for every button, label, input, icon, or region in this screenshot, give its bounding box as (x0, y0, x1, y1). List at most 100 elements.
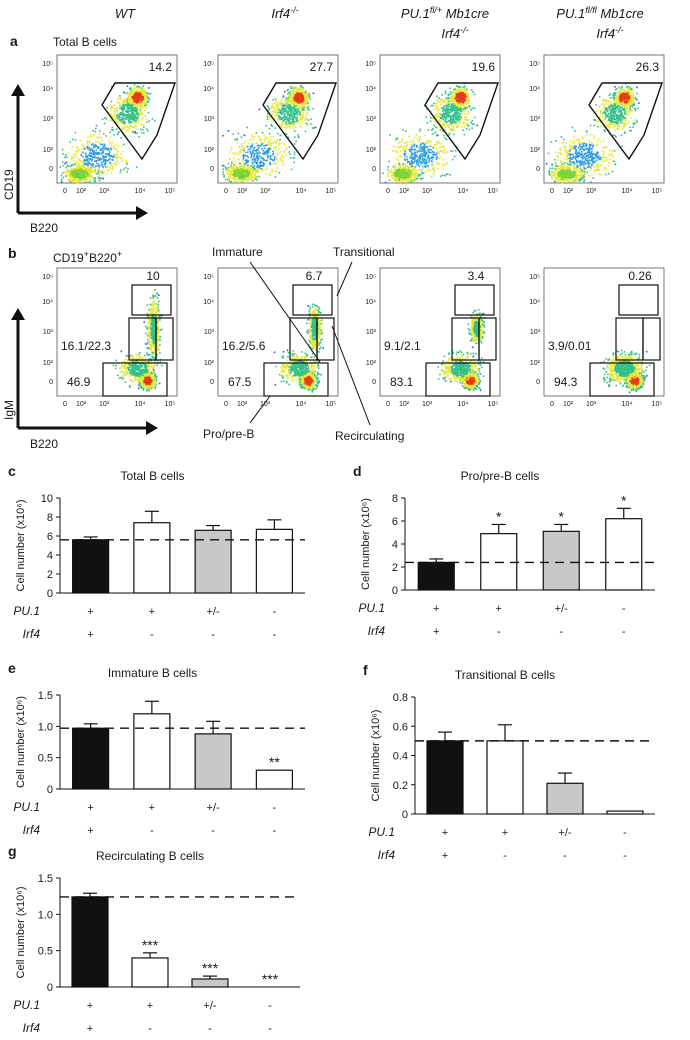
event-dot (232, 133, 234, 135)
event-dot (290, 122, 293, 124)
event-dot (65, 168, 67, 171)
event-dot (126, 103, 129, 105)
event-dot (449, 93, 452, 96)
event-dot (73, 175, 75, 178)
event-dot (88, 176, 90, 178)
event-dot (242, 155, 244, 157)
event-dot (459, 108, 462, 111)
event-dot (93, 177, 95, 180)
event-dot (133, 114, 136, 116)
event-dot (399, 150, 402, 152)
event-dot (136, 119, 139, 122)
event-dot (249, 175, 252, 177)
event-dot (84, 158, 86, 161)
event-dot (111, 126, 114, 129)
event-dot (412, 139, 414, 142)
event-dot (283, 126, 285, 129)
event-dot (457, 100, 460, 103)
event-dot (456, 124, 459, 127)
event-dot (304, 102, 307, 105)
event-dot (289, 122, 292, 125)
event-dot (285, 123, 287, 126)
event-dot (85, 169, 88, 171)
event-dot (424, 144, 426, 147)
event-dot (261, 168, 264, 170)
event-dot (275, 148, 278, 151)
event-dot (398, 179, 400, 182)
event-dot (449, 111, 452, 114)
event-dot (139, 93, 142, 95)
event-dot (109, 131, 111, 134)
event-dot (407, 161, 409, 164)
event-dot (74, 139, 77, 141)
event-dot (424, 165, 426, 168)
event-dot (239, 165, 242, 168)
event-dot (253, 165, 256, 167)
event-dot (151, 118, 154, 120)
event-dot (65, 175, 67, 177)
event-dot (464, 91, 466, 94)
event-dot (223, 175, 225, 178)
event-dot (443, 109, 446, 112)
event-dot (432, 127, 434, 130)
event-dot (398, 147, 400, 149)
event-dot (448, 97, 450, 100)
event-dot (110, 108, 112, 111)
event-dot (413, 168, 415, 170)
event-dot (259, 145, 262, 147)
event-dot (449, 99, 452, 102)
event-dot (402, 165, 405, 167)
event-dot (116, 155, 119, 157)
event-dot (429, 141, 432, 144)
event-dot (425, 160, 428, 162)
event-dot (289, 106, 292, 108)
event-dot (307, 99, 309, 102)
event-dot (236, 171, 238, 174)
genotype-superscript: -/- (290, 5, 299, 15)
event-dot (416, 155, 419, 157)
event-dot (140, 99, 142, 102)
event-dot (75, 175, 77, 177)
event-dot (438, 97, 440, 99)
event-dot (280, 150, 282, 153)
event-dot (431, 164, 434, 167)
event-dot (449, 96, 451, 99)
event-dot (294, 113, 296, 116)
event-dot (70, 181, 72, 183)
event-dot (251, 170, 254, 173)
event-dot (396, 171, 398, 174)
event-dot (149, 92, 152, 95)
event-dot (112, 104, 115, 107)
event-dot (416, 151, 419, 154)
event-dot (119, 116, 121, 118)
event-dot (296, 103, 299, 106)
event-dot (222, 173, 224, 175)
event-dot (287, 117, 289, 119)
event-dot (114, 163, 117, 166)
event-dot (123, 105, 125, 108)
event-dot (284, 149, 286, 152)
event-dot (142, 85, 145, 87)
event-dot (239, 177, 242, 180)
gate-percentage: 27.7 (310, 60, 334, 74)
event-dot (122, 105, 124, 107)
event-dot (452, 125, 455, 128)
event-dot (403, 146, 405, 149)
event-dot (86, 144, 89, 147)
event-dot (281, 102, 284, 105)
event-dot (602, 102, 604, 105)
event-dot (300, 87, 302, 90)
event-dot (297, 98, 300, 100)
event-dot (100, 158, 102, 161)
event-dot (441, 118, 444, 120)
event-dot (285, 120, 288, 123)
event-dot (426, 146, 428, 149)
event-dot (138, 90, 140, 92)
event-dot (399, 146, 402, 149)
event-dot (86, 146, 89, 148)
event-dot (94, 155, 96, 158)
event-dot (254, 170, 256, 173)
event-dot (85, 177, 87, 180)
event-dot (467, 92, 470, 95)
event-dot (140, 123, 143, 125)
